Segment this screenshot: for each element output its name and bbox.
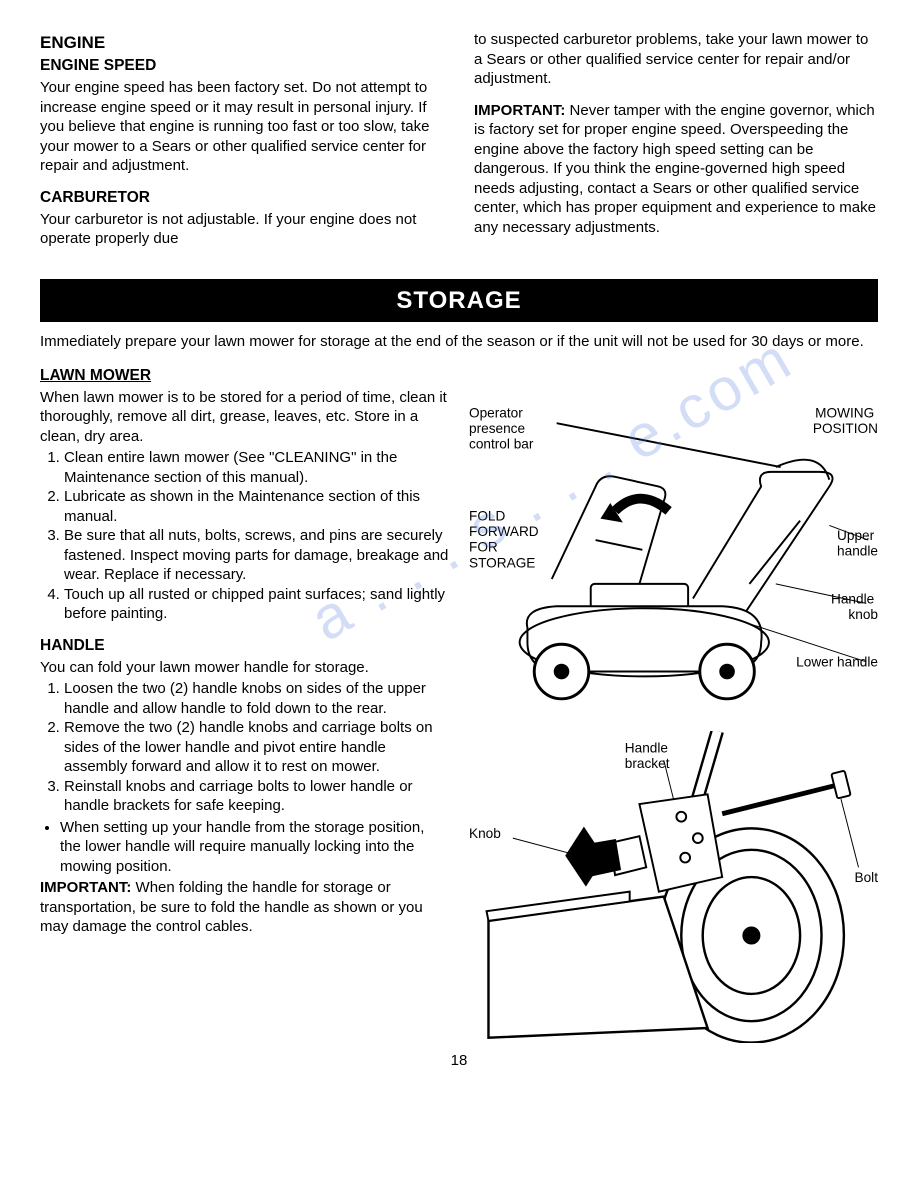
carburetor-para: Your carburetor is not adjustable. If yo… xyxy=(40,210,444,249)
list-item: Clean entire lawn mower (See "CLEANING" … xyxy=(64,448,449,487)
lawnmower-heading: LAWN MOWER xyxy=(40,366,449,386)
list-item: Loosen the two (2) handle knobs on sides… xyxy=(64,679,449,718)
list-item: Be sure that all nuts, bolts, screws, an… xyxy=(64,526,449,585)
handle-list: Loosen the two (2) handle knobs on sides… xyxy=(40,679,449,816)
important-label-1: IMPORTANT: xyxy=(474,102,565,119)
right-para-1: to suspected carburetor problems, take y… xyxy=(474,30,878,89)
engine-heading: ENGINE xyxy=(40,32,444,54)
right-column: to suspected carburetor problems, take y… xyxy=(474,30,878,261)
carburetor-heading: CARBURETOR xyxy=(40,188,444,208)
fig2-label-bracket: Handle bracket xyxy=(625,740,672,771)
storage-banner: STORAGE xyxy=(40,279,878,322)
fig1-label-operator: Operator presence control bar xyxy=(469,405,534,451)
list-item: Reinstall knobs and carriage bolts to lo… xyxy=(64,777,449,816)
fig1-label-knob: Handle knob xyxy=(831,591,878,622)
important-text-1: Never tamper with the engine governor, w… xyxy=(474,102,876,236)
lower-left-column: LAWN MOWER When lawn mower is to be stor… xyxy=(40,364,449,1043)
engine-speed-heading: ENGINE SPEED xyxy=(40,56,444,76)
fig1-label-upper: Upper handle xyxy=(837,528,878,559)
fig2-label-bolt: Bolt xyxy=(855,870,878,885)
left-column: ENGINE ENGINE SPEED Your engine speed ha… xyxy=(40,30,444,261)
fig2-label-knob: Knob xyxy=(469,826,501,841)
top-columns: ENGINE ENGINE SPEED Your engine speed ha… xyxy=(40,30,878,261)
lower-right-column: Operator presence control bar MOWING POS… xyxy=(469,364,878,1043)
list-item: When setting up your handle from the sto… xyxy=(60,818,449,877)
handle-intro: You can fold your lawn mower handle for … xyxy=(40,658,449,678)
list-item: Touch up all rusted or chipped paint sur… xyxy=(64,585,449,624)
fig1-label-lower: Lower handle xyxy=(796,654,878,669)
lawnmower-list: Clean entire lawn mower (See "CLEANING" … xyxy=(40,448,449,624)
important-label-2: IMPORTANT: xyxy=(40,879,131,896)
handle-important: IMPORTANT: When folding the handle for s… xyxy=(40,878,449,937)
storage-intro: Immediately prepare your lawn mower for … xyxy=(40,332,878,352)
list-item: Lubricate as shown in the Maintenance se… xyxy=(64,487,449,526)
handle-bullet-list: When setting up your handle from the sto… xyxy=(40,818,449,877)
right-para-2: IMPORTANT: Never tamper with the engine … xyxy=(474,101,878,238)
lower-section: LAWN MOWER When lawn mower is to be stor… xyxy=(40,364,878,1043)
mower-fold-diagram: Operator presence control bar MOWING POS… xyxy=(469,394,878,715)
engine-speed-para: Your engine speed has been factory set. … xyxy=(40,78,444,176)
handle-heading: HANDLE xyxy=(40,636,449,656)
fig1-label-fold: FOLD FORWARD FOR STORAGE xyxy=(469,508,542,570)
page-number: 18 xyxy=(40,1051,878,1071)
handle-bracket-diagram: Handle bracket Knob Bolt xyxy=(469,731,878,1043)
fig1-label-mowing: MOWING POSITION xyxy=(813,405,878,436)
list-item: Remove the two (2) handle knobs and carr… xyxy=(64,718,449,777)
lawnmower-intro: When lawn mower is to be stored for a pe… xyxy=(40,388,449,447)
